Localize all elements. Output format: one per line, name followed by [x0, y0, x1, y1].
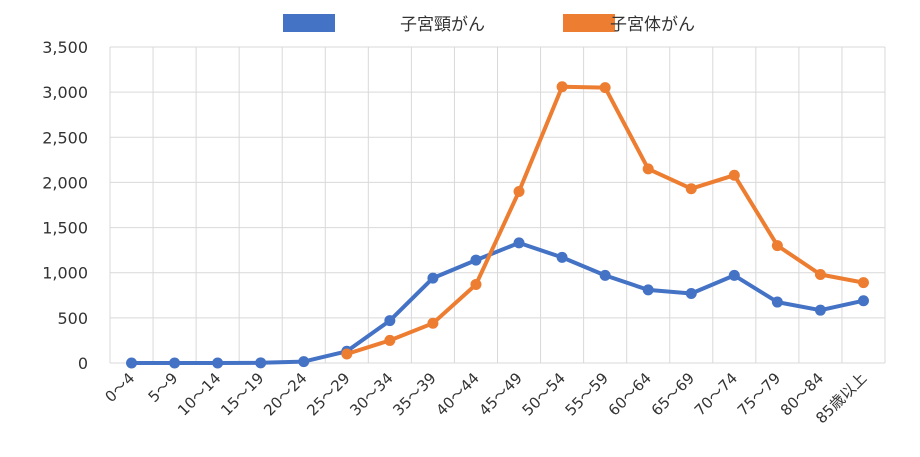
x-tick-label: 50～54: [519, 369, 569, 419]
x-tick-label: 30～34: [346, 369, 396, 419]
x-tick-label: 40～44: [432, 369, 482, 419]
x-tick-label: 35～39: [389, 369, 439, 419]
data-point: [642, 163, 654, 175]
gridlines: [109, 46, 886, 364]
data-point: [599, 269, 611, 281]
y-tick-label: 3,000: [42, 83, 88, 102]
x-tick-label: 75～79: [734, 369, 784, 419]
x-tick-label: 45～49: [476, 369, 526, 419]
data-point: [771, 240, 783, 252]
data-point: [556, 81, 568, 93]
data-point: [513, 237, 525, 249]
data-point: [857, 277, 869, 289]
y-tick-label: 3,500: [42, 38, 88, 57]
data-point: [857, 295, 869, 307]
data-point: [513, 185, 525, 197]
x-tick-label: 5～9: [145, 369, 182, 406]
legend-swatch-0: [283, 14, 335, 32]
data-point: [642, 284, 654, 296]
legend-label-0: 子宮頸がん: [400, 15, 485, 35]
y-tick-label: 1,000: [42, 264, 88, 283]
data-point: [814, 269, 826, 281]
x-tick-label: 10～14: [174, 369, 224, 419]
y-tick-label: 2,500: [42, 128, 88, 147]
x-tick-label: 0～4: [102, 369, 139, 406]
data-point: [427, 317, 439, 329]
data-point: [728, 169, 740, 181]
data-point: [685, 183, 697, 195]
data-point: [427, 272, 439, 284]
x-tick-label: 65～69: [648, 369, 698, 419]
x-tick-label: 55～59: [562, 369, 612, 419]
series-lines: [126, 81, 869, 369]
data-point: [384, 334, 396, 346]
y-tick-label: 1,500: [42, 219, 88, 238]
y-axis-ticks: 0 500 1,000 1,500 2,000 2,500 3,000 3,500: [42, 38, 88, 373]
data-point: [556, 251, 568, 263]
data-point: [212, 357, 224, 369]
data-point: [126, 357, 138, 369]
series-line-1: [344, 84, 866, 356]
legend-swatch-1: [563, 14, 615, 32]
data-point: [255, 357, 267, 369]
x-tick-label: 60～64: [605, 369, 655, 419]
x-axis-ticks: 0～4 5～910～1415～1920～2425～2930～3435～3940～4…: [102, 369, 871, 427]
data-point: [341, 348, 353, 360]
data-point: [470, 278, 482, 290]
series-line-0: [129, 240, 866, 365]
y-tick-label: 2,000: [42, 173, 88, 192]
x-tick-label: 70～74: [691, 369, 741, 419]
data-point: [685, 287, 697, 299]
x-tick-label: 25～29: [303, 369, 353, 419]
data-point: [298, 356, 310, 368]
legend: 子宮頸がん 子宮体がん: [283, 14, 695, 35]
data-point: [470, 254, 482, 266]
legend-label-1: 子宮体がん: [610, 15, 695, 35]
y-tick-label: 500: [57, 309, 88, 328]
data-point: [599, 82, 611, 94]
x-tick-label: 15～19: [217, 369, 267, 419]
data-point: [814, 304, 826, 316]
data-point: [771, 296, 783, 308]
data-point: [384, 315, 396, 327]
y-tick-label: 0: [78, 354, 88, 373]
x-tick-label: 20～24: [260, 369, 310, 419]
data-point: [169, 357, 181, 369]
data-point: [728, 269, 740, 281]
